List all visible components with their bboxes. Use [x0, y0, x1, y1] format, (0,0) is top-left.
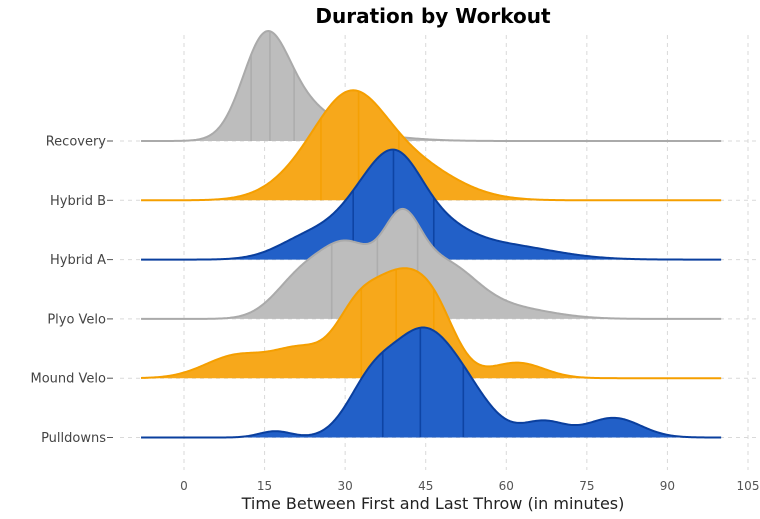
ridges [141, 29, 722, 439]
y-tick-label: Recovery [46, 135, 107, 150]
x-tick-label: 60 [499, 479, 514, 493]
x-tick-label: 30 [338, 479, 353, 493]
ridge-outline-hybrid-b [141, 89, 722, 202]
ridge-outline-hybrid-a [141, 148, 722, 261]
ridge-area-pulldowns [141, 327, 722, 438]
ridge-area-plyo-velo [141, 208, 722, 319]
x-tick-label: 90 [660, 479, 675, 493]
ridge-recovery [141, 29, 722, 142]
ridge-outline-plyo-velo [141, 207, 722, 320]
ridge-area-recovery [141, 31, 722, 141]
chart-title: Duration by Workout [315, 4, 551, 28]
y-tick-label: Hybrid A [50, 253, 106, 268]
x-axis-title: Time Between First and Last Throw (in mi… [241, 494, 625, 513]
x-tick-label: 45 [418, 479, 433, 493]
x-axis: 0 15 30 45 60 75 90 105 [180, 479, 759, 493]
y-tick-label: Mound Velo [31, 372, 107, 387]
ridge-area-mound-velo [141, 268, 722, 379]
ridge-hybrid-b [141, 89, 722, 202]
x-tick-label: 0 [180, 479, 188, 493]
ridge-area-hybrid-a [141, 149, 722, 260]
y-tick-label: Plyo Velo [47, 312, 106, 327]
ridge-outline-mound-velo [141, 267, 722, 380]
y-tick-label: Hybrid B [50, 194, 106, 209]
x-tick-label: 75 [579, 479, 594, 493]
x-tick-label: 15 [257, 479, 272, 493]
ridge-outline-recovery [141, 29, 722, 142]
ridge-area-hybrid-b [141, 90, 722, 201]
x-tick-label: 105 [737, 479, 760, 493]
y-axis: Recovery Hybrid B Hybrid A Plyo Velo Mound V… [31, 135, 113, 446]
ridge-outline-pulldowns [141, 326, 722, 439]
ridge-plyo-velo [141, 207, 722, 320]
ridge-pulldowns [141, 326, 722, 439]
y-tick-label: Pulldowns [41, 431, 106, 446]
